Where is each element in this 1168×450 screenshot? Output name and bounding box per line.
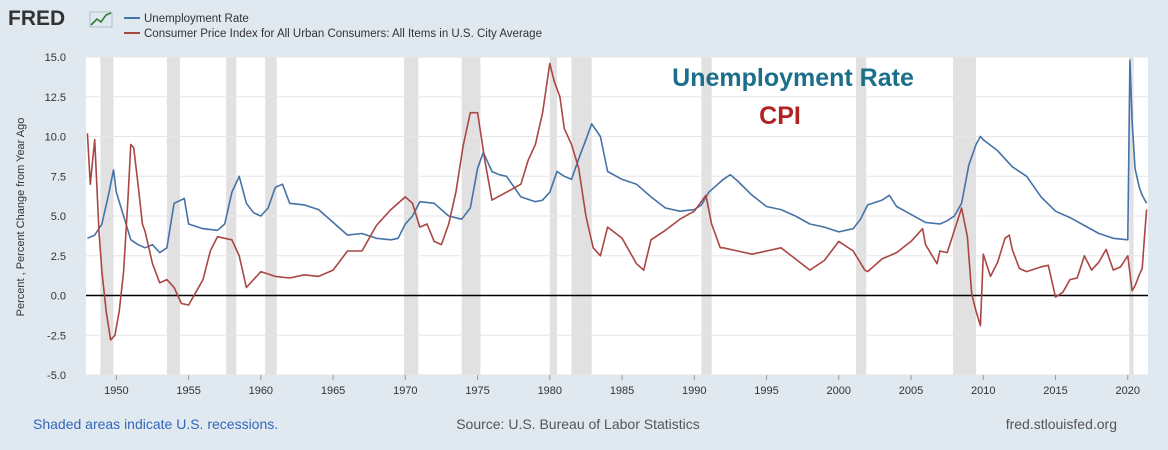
x-tick-label: 2010 bbox=[971, 385, 995, 397]
x-tick-label: 1970 bbox=[393, 385, 417, 397]
legend-label-cpi: Consumer Price Index for All Urban Consu… bbox=[144, 28, 542, 40]
site-link[interactable]: fred.stlouisfed.org bbox=[1006, 416, 1117, 432]
y-tick-label: -5.0 bbox=[47, 370, 66, 382]
y-tick-label: 10.0 bbox=[45, 132, 66, 144]
y-tick-label: 0.0 bbox=[51, 291, 66, 303]
source-note: Source: U.S. Bureau of Labor Statistics bbox=[456, 416, 700, 432]
x-tick-label: 1955 bbox=[176, 385, 200, 397]
x-tick-label: 1985 bbox=[610, 385, 634, 397]
fred-logo-chart-icon bbox=[89, 11, 113, 28]
x-tick-label: 1965 bbox=[321, 385, 345, 397]
x-axis-ticks: 1950 1955 1960 1965 1970 1975 1980 1985 1990 1995… bbox=[104, 375, 1140, 397]
x-tick-label: 1950 bbox=[104, 385, 128, 397]
y-tick-label: 7.5 bbox=[51, 171, 66, 183]
recession-note: Shaded areas indicate U.S. recessions. bbox=[33, 416, 278, 432]
y-axis-label: Percent , Percent Change from Year Ago bbox=[15, 118, 27, 317]
fred-logo: FRED bbox=[8, 7, 65, 30]
annotation-unemployment-rate: Unemployment Rate bbox=[672, 64, 914, 92]
y-axis-ticks: -5.0 -2.5 0.0 2.5 5.0 7.5 10.0 12.5 15.0 bbox=[45, 52, 66, 382]
y-tick-label: 5.0 bbox=[51, 211, 66, 223]
y-tick-label: -2.5 bbox=[47, 330, 66, 342]
series-lines bbox=[86, 59, 1148, 341]
legend: Unemployment Rate Consumer Price Index f… bbox=[124, 13, 542, 40]
x-tick-label: 2015 bbox=[1043, 385, 1067, 397]
y-tick-label: 2.5 bbox=[51, 251, 66, 263]
unemployment-rate-line bbox=[87, 59, 1148, 254]
x-tick-label: 2020 bbox=[1116, 385, 1140, 397]
y-tick-label: 12.5 bbox=[45, 92, 66, 104]
annotation-cpi: CPI bbox=[759, 102, 801, 130]
x-tick-label: 1980 bbox=[538, 385, 562, 397]
x-tick-label: 1960 bbox=[249, 385, 273, 397]
x-tick-label: 2000 bbox=[827, 385, 851, 397]
x-tick-label: 1975 bbox=[465, 385, 489, 397]
x-tick-label: 1990 bbox=[682, 385, 706, 397]
x-tick-label: 1995 bbox=[754, 385, 778, 397]
cpi-line bbox=[86, 62, 1148, 341]
x-tick-label: 2005 bbox=[899, 385, 923, 397]
legend-label-unemployment: Unemployment Rate bbox=[144, 13, 249, 25]
y-tick-label: 15.0 bbox=[45, 52, 66, 64]
